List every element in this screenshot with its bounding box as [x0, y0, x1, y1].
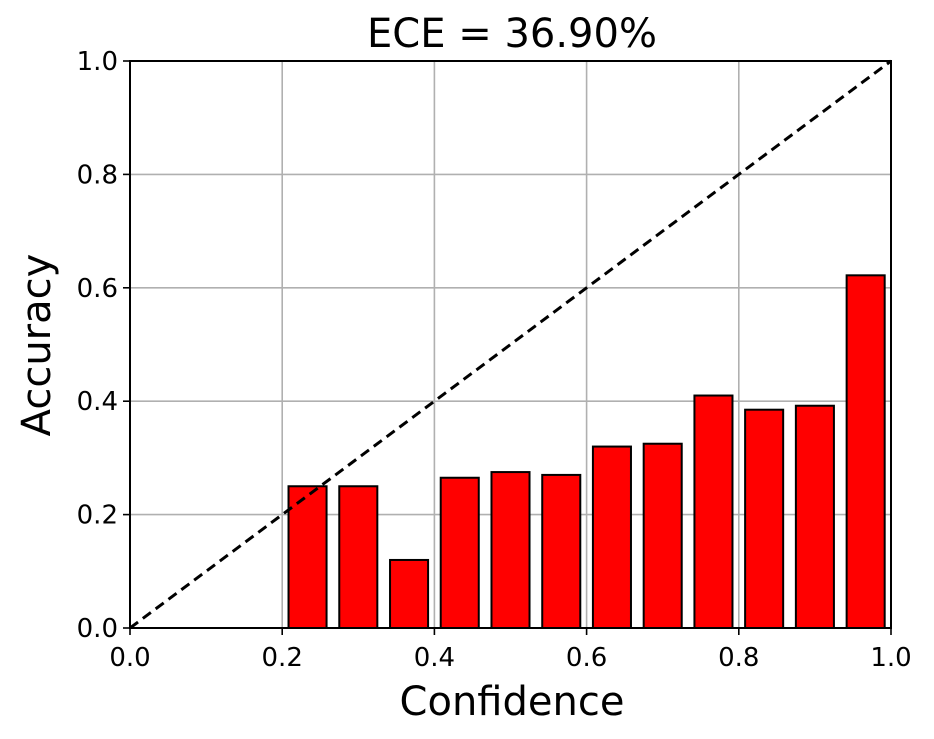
- accuracy-bar: [744, 408, 785, 629]
- accuracy-bar: [389, 558, 430, 630]
- accuracy-bar: [642, 442, 683, 629]
- accuracy-bar: [490, 471, 531, 630]
- chart-title: ECE = 36.90%: [367, 11, 657, 57]
- accuracy-bar: [287, 485, 328, 629]
- accuracy-bar: [439, 476, 480, 629]
- x-tick-label: 1.0: [870, 643, 911, 673]
- accuracy-bar: [693, 394, 734, 629]
- accuracy-bar: [794, 404, 835, 629]
- y-ticks: 0.0 0.2 0.4 0.6 0.8 1.0: [77, 47, 130, 644]
- x-tick-label: 0.2: [262, 643, 303, 673]
- x-tick-label: 0.8: [718, 643, 759, 673]
- accuracy-bar: [845, 274, 886, 629]
- y-tick-label: 0.4: [77, 387, 118, 417]
- accuracy-bar: [541, 473, 582, 629]
- y-tick-label: 0.0: [77, 614, 118, 644]
- plot-frame: [129, 60, 892, 629]
- x-tick-label: 0.4: [414, 643, 455, 673]
- accuracy-bar: [591, 445, 632, 629]
- y-tick-label: 0.6: [77, 274, 118, 304]
- accuracy-bar: [338, 485, 379, 629]
- y-axis-label: Accuracy: [14, 254, 60, 437]
- x-tick-label: 0.6: [566, 643, 607, 673]
- x-ticks: 0.0 0.2 0.4 0.6 0.8 1.0: [109, 628, 912, 673]
- x-tick-label: 0.0: [109, 643, 150, 673]
- y-tick-label: 0.8: [77, 160, 118, 190]
- y-tick-label: 0.2: [77, 501, 118, 531]
- perfect-calibration-line: [129, 59, 892, 630]
- y-tick-label: 1.0: [77, 47, 118, 77]
- bars: [287, 274, 886, 630]
- x-axis-label: Confidence: [400, 679, 625, 725]
